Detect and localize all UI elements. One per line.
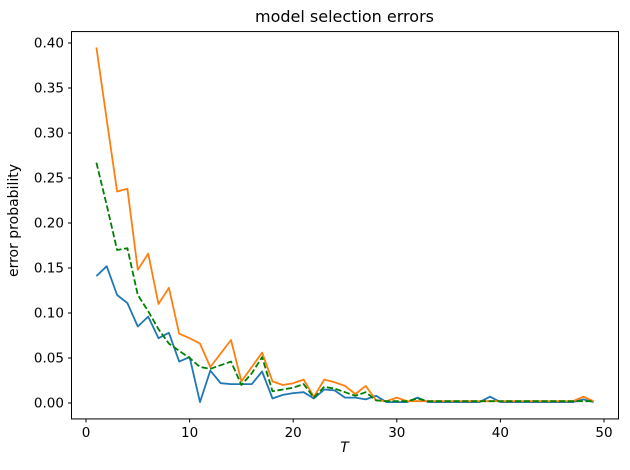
y-tick-label: 0.05 xyxy=(34,351,64,367)
y-tick-label: 0.35 xyxy=(34,81,64,97)
y-tick-label: 0.25 xyxy=(34,171,64,187)
y-tick-label: 0.10 xyxy=(34,306,64,322)
y-tick-label: 0.40 xyxy=(34,36,64,52)
chart-title: model selection errors xyxy=(255,7,434,26)
x-axis-label: T xyxy=(340,440,349,456)
series-green-line xyxy=(95,162,594,403)
x-tick-label: 50 xyxy=(595,425,612,441)
x-tick-label: 0 xyxy=(82,425,91,441)
x-tick-label: 20 xyxy=(285,425,302,441)
x-tick-label: 10 xyxy=(181,425,198,441)
y-tick-label: 0.00 xyxy=(34,396,64,412)
x-tick-label: 30 xyxy=(388,425,405,441)
axes-frame xyxy=(70,31,620,420)
y-axis-label: error probability xyxy=(6,164,22,278)
y-tick-label: 0.15 xyxy=(34,261,64,277)
y-tick-label: 0.20 xyxy=(34,216,64,232)
x-tick-label: 40 xyxy=(492,425,509,441)
y-tick-label: 0.30 xyxy=(34,126,64,142)
